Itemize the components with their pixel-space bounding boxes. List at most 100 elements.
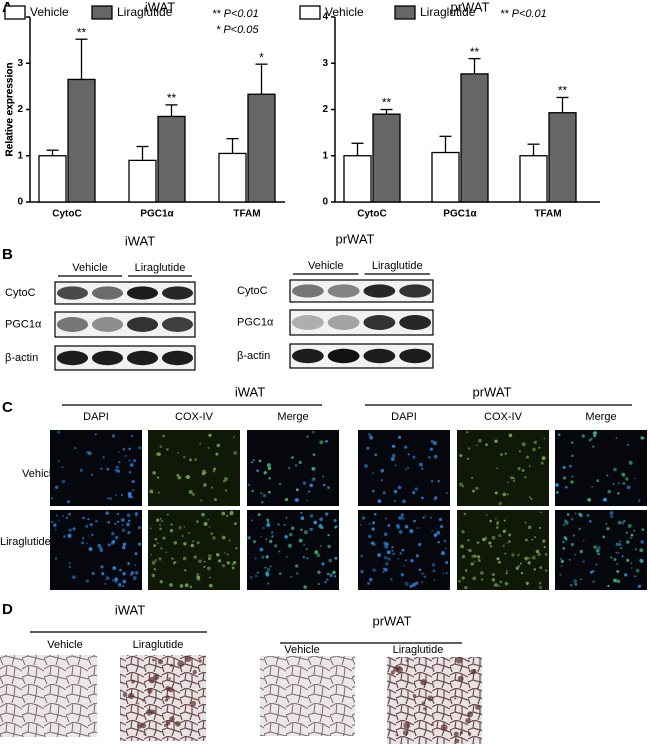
fluorescence-signal: [258, 459, 262, 463]
fluorescence-signal: [525, 581, 529, 585]
fluorescence-signal: [488, 541, 492, 545]
fluorescence-signal: [269, 539, 273, 543]
fluorescence-signal: [422, 516, 425, 519]
fluorescence-signal: [149, 489, 154, 494]
column-label: COX-IV: [484, 411, 523, 423]
blot-band: [161, 286, 194, 300]
fluorescence-signal: [89, 523, 93, 527]
fluorescence-signal: [327, 544, 331, 549]
fluorescence-signal: [596, 479, 600, 483]
fluorescence-signal: [519, 562, 522, 565]
fluorescence-signal: [67, 533, 72, 538]
fluorescence-signal: [461, 555, 466, 559]
fluorescence-image: [457, 510, 549, 590]
fluorescence-signal: [120, 518, 125, 522]
fluorescence-signal: [528, 465, 531, 468]
fluorescence-signal: [309, 527, 313, 532]
fluorescence-signal: [122, 585, 125, 588]
fluorescence-signal: [572, 534, 575, 537]
fluorescence-signal: [502, 544, 505, 547]
fluorescence-signal: [284, 497, 289, 502]
fluorescence-signal: [303, 543, 306, 546]
fluorescence-signal: [560, 559, 564, 564]
fluorescence-signal: [427, 455, 431, 459]
fluorescence-signal: [540, 461, 544, 465]
fluorescence-signal: [278, 550, 281, 553]
fluorescence-signal: [496, 557, 500, 561]
fluorescence-signal: [138, 446, 142, 450]
fluorescence-signal: [179, 584, 184, 588]
fluorescence-signal: [570, 542, 575, 547]
legend-swatch: [299, 5, 321, 20]
fluorescence-signal: [562, 523, 565, 527]
fluorescence-signal: [574, 512, 577, 515]
fluorescence-signal: [265, 555, 269, 559]
fluorescence-signal: [433, 533, 438, 537]
blot-band: [161, 350, 194, 366]
group-label: Vehicle: [72, 262, 107, 274]
fluorescence-signal: [188, 489, 193, 494]
fluorescence-signal: [274, 544, 278, 548]
fluorescence-signal: [504, 552, 507, 555]
fluorescence-signal: [382, 491, 386, 495]
fluorescence-signal: [106, 467, 110, 471]
stain: [190, 700, 197, 707]
fluorescence-signal: [126, 513, 131, 518]
fluorescence-signal: [221, 511, 226, 516]
fluorescence-signal: [266, 567, 271, 572]
x-tick-label: CytoC: [52, 209, 81, 220]
fluorescence-signal: [398, 516, 402, 520]
fluorescence-signal: [326, 578, 329, 581]
fluorescence-signal: [267, 520, 270, 523]
fluorescence-signal: [634, 575, 637, 578]
fluorescence-signal: [192, 540, 195, 543]
fluorescence-signal: [433, 579, 436, 581]
y-tick-label: 1: [322, 150, 328, 161]
fluorescence-signal: [303, 530, 308, 535]
stain: [175, 721, 181, 727]
fluorescence-signal: [231, 566, 235, 570]
fluorescence-signal: [630, 533, 634, 537]
fluorescence-signal: [591, 485, 594, 488]
fluorescence-signal: [107, 497, 109, 500]
stain: [169, 716, 175, 723]
fluorescence-signal: [104, 582, 107, 585]
fluorescence-signal: [178, 526, 182, 530]
fluorescence-signal: [538, 526, 542, 529]
fluorescence-signal: [212, 536, 216, 540]
group-label: Liraglutide: [135, 262, 186, 274]
fluorescence-signal: [121, 528, 126, 533]
stain: [472, 669, 477, 673]
fluorescence-signal: [476, 555, 481, 559]
fluorescence-signal: [418, 568, 422, 572]
fluorescence-signal: [619, 540, 621, 543]
blot-band: [291, 315, 324, 330]
fluorescence-signal: [97, 543, 102, 548]
fluorescence-signal: [189, 458, 192, 462]
fluorescence-signal: [184, 476, 187, 479]
legend-swatch: [4, 5, 26, 20]
fluorescence-signal: [54, 557, 58, 560]
fluorescence-signal: [162, 536, 166, 540]
fluorescence-signal: [581, 434, 585, 438]
fluorescence-signal: [524, 556, 528, 561]
fluorescence-signal: [392, 444, 396, 448]
fluorescence-signal: [109, 497, 112, 500]
stain: [168, 686, 174, 693]
fluorescence-signal: [320, 526, 324, 530]
fluorescence-signal: [527, 557, 531, 560]
fluorescence-signal: [306, 435, 309, 439]
fluorescence-signal: [57, 430, 61, 434]
fluorescence-signal: [183, 541, 187, 546]
fluorescence-signal: [415, 554, 419, 558]
fluorescence-signal: [50, 497, 54, 500]
fluorescence-signal: [503, 519, 506, 522]
fluorescence-signal: [421, 581, 424, 584]
fluorescence-signal: [587, 497, 592, 502]
fluorescence-signal: [153, 544, 157, 548]
fluorescence-signal: [231, 563, 234, 566]
fluorescence-signal: [261, 500, 264, 504]
panel-title: iWAT: [235, 384, 265, 399]
fluorescence-signal: [423, 575, 427, 578]
blot-strip: [54, 281, 196, 305]
